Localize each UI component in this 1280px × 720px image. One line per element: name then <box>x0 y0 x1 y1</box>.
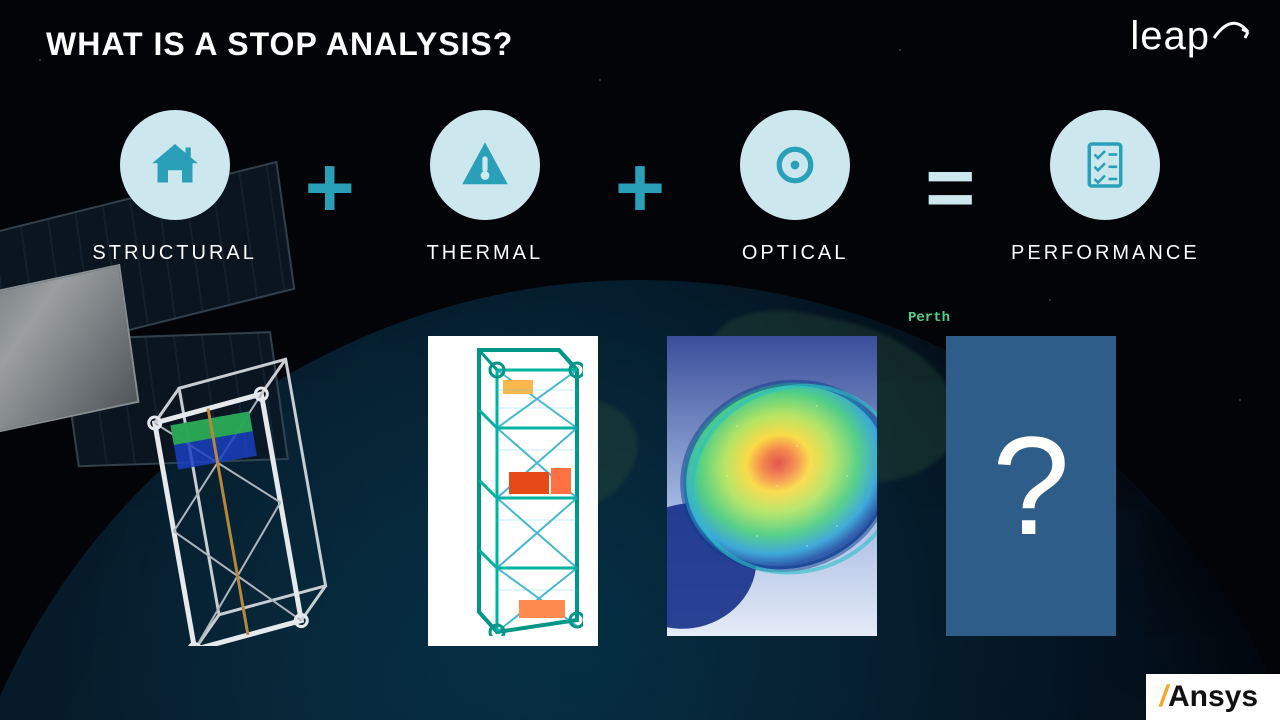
house-icon <box>147 137 203 193</box>
equals-operator: = <box>925 145 975 231</box>
structural-column: STRUCTURAL <box>75 110 275 265</box>
optical-label: OPTICAL <box>742 242 849 265</box>
optical-icon-circle <box>740 110 850 220</box>
structural-label: STRUCTURAL <box>92 242 256 265</box>
plus-operator-2: + <box>615 145 665 231</box>
map-city-label: Perth <box>908 310 950 326</box>
question-mark: ? <box>992 405 1070 567</box>
performance-icon-circle <box>1050 110 1160 220</box>
structural-illustration <box>139 336 359 646</box>
performance-label: PERFORMANCE <box>1011 242 1200 265</box>
optical-illustration <box>667 336 877 636</box>
leap-logo: leap <box>1130 14 1252 59</box>
lens-target-icon <box>767 137 823 193</box>
thermal-label: THERMAL <box>427 242 544 265</box>
optical-column: OPTICAL <box>695 110 895 265</box>
structural-icon-circle <box>120 110 230 220</box>
thermometer-warning-icon <box>457 137 513 193</box>
checklist-icon <box>1077 137 1133 193</box>
performance-illustration: ? <box>946 336 1116 636</box>
ansys-logo: /Ansys <box>1146 674 1280 720</box>
equation-row: STRUCTURAL + THERMAL + OPTICAL = <box>0 110 1280 265</box>
thermal-illustration <box>428 336 598 646</box>
thermal-icon-circle <box>430 110 540 220</box>
illustration-row: ? <box>0 336 1280 646</box>
thermal-column: THERMAL <box>385 110 585 265</box>
leap-arc-icon <box>1212 18 1252 44</box>
page-title: WHAT IS A STOP ANALYSIS? <box>46 26 513 63</box>
leap-logo-text: leap <box>1130 14 1210 59</box>
ansys-logo-text: Ansys <box>1168 680 1258 714</box>
performance-column: PERFORMANCE <box>1005 110 1205 265</box>
plus-operator-1: + <box>305 145 355 231</box>
